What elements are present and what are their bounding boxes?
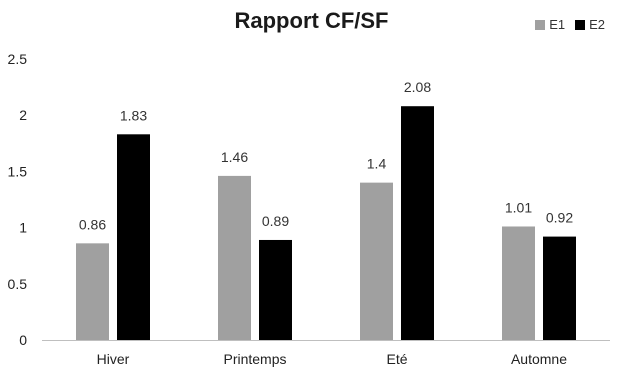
legend-swatch-e1 <box>535 19 546 30</box>
y-tick-label-2: 1 <box>19 220 27 236</box>
y-tick-label-3: 1.5 <box>8 163 28 179</box>
y-tick-label-5: 2.5 <box>8 51 28 67</box>
legend-label-e2: E2 <box>589 17 605 32</box>
chart-title: Rapport CF/SF <box>234 8 389 33</box>
data-label-e1-3: 1.01 <box>505 199 532 215</box>
legend-item-e1: E1 <box>535 17 565 32</box>
legend-item-e2: E2 <box>575 17 605 32</box>
data-label-e1-0: 0.86 <box>79 216 106 232</box>
x-tick-label-3: Automne <box>511 351 567 367</box>
bar-e1-0 <box>76 243 109 340</box>
bar-e2-3 <box>543 236 576 340</box>
y-tick-label-4: 2 <box>19 107 27 123</box>
data-label-e1-1: 1.46 <box>221 149 248 165</box>
legend-label-e1: E1 <box>549 17 566 32</box>
x-tick-label-2: Eté <box>386 351 407 367</box>
y-tick-label-1: 0.5 <box>8 276 28 292</box>
data-label-e2-3: 0.92 <box>546 210 573 226</box>
bar-e2-1 <box>259 239 292 340</box>
bar-e1-1 <box>218 175 251 340</box>
data-label-e1-2: 1.4 <box>367 156 387 172</box>
data-label-e2-2: 2.08 <box>404 79 431 95</box>
data-label-e2-0: 1.83 <box>120 107 147 123</box>
legend-swatch-e2 <box>575 19 586 30</box>
bar-e1-3 <box>502 226 535 340</box>
bar-e2-0 <box>117 134 150 340</box>
x-tick-label-1: Printemps <box>223 351 286 367</box>
data-label-e2-1: 0.89 <box>262 213 289 229</box>
x-tick-label-0: Hiver <box>97 351 130 367</box>
legend: E1 E2 <box>535 17 605 32</box>
bar-e1-2 <box>360 182 393 340</box>
y-tick-label-0: 0 <box>19 332 27 348</box>
bar-e2-2 <box>401 106 434 340</box>
